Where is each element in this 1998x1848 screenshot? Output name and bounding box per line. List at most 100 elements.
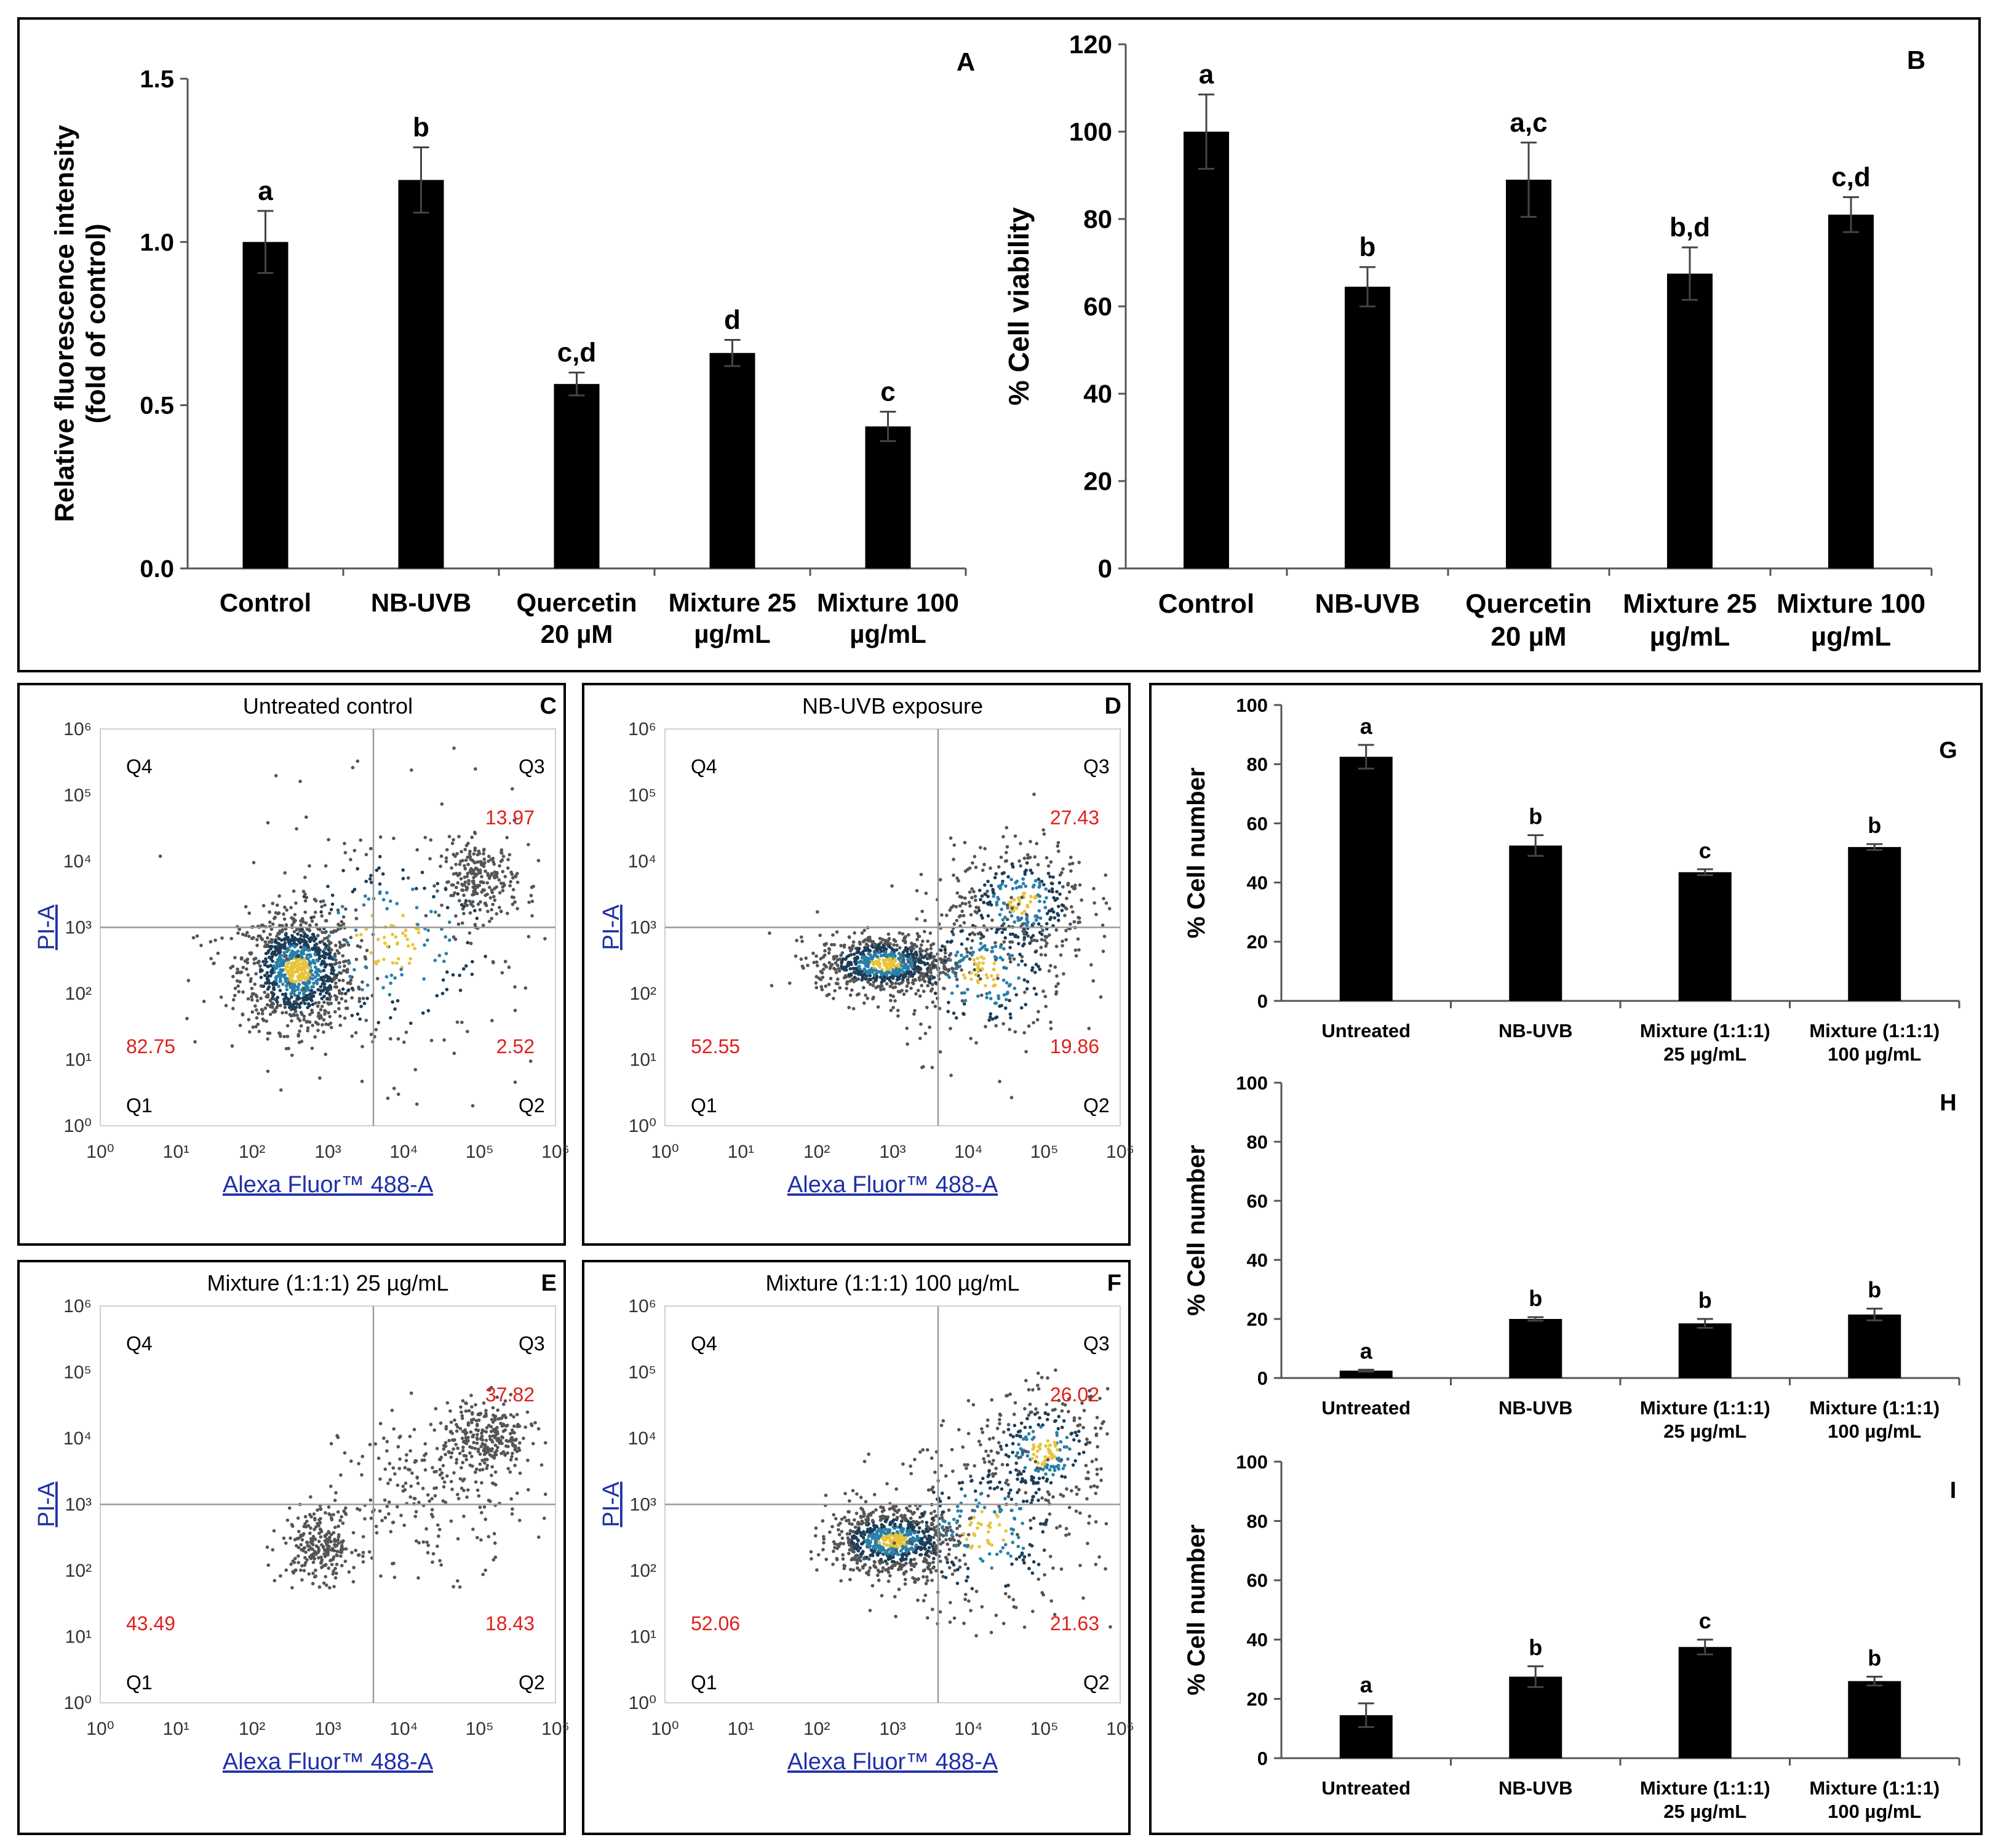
event-dot [236, 984, 240, 988]
event-dot [388, 1478, 392, 1482]
event-dot [1023, 990, 1027, 994]
event-dot [1077, 1488, 1081, 1492]
event-dot [491, 1420, 495, 1424]
event-dot [456, 1537, 460, 1541]
event-dot [970, 887, 974, 891]
event-dot [473, 1470, 477, 1474]
flow-plot-d: 10⁰10⁰10¹10¹10²10²10³10³10⁴10⁴10⁵10⁵10⁶1… [599, 693, 1134, 1198]
y-tick-label: 100 [1236, 695, 1268, 716]
x-tick-label: 10⁵ [1030, 1142, 1059, 1162]
event-dot [974, 1041, 978, 1045]
event-dot [1020, 895, 1024, 899]
event-dot [909, 1523, 913, 1527]
event-dot [852, 1534, 856, 1538]
event-dot [322, 1018, 326, 1022]
event-dot [860, 1521, 864, 1526]
event-dot [340, 1540, 344, 1544]
event-dot [856, 947, 859, 952]
event-dot [973, 894, 977, 898]
event-dot [236, 931, 240, 935]
event-dot [423, 835, 428, 840]
event-dot [997, 994, 1000, 998]
event-dot [290, 995, 293, 999]
event-dot [257, 959, 261, 963]
event-dot [309, 1556, 313, 1561]
quadrant-name: Q3 [519, 755, 545, 778]
event-dot [471, 893, 474, 897]
event-dot [981, 916, 984, 920]
event-dot [963, 869, 968, 873]
event-dot [916, 989, 920, 992]
event-dot [976, 957, 980, 960]
event-dot [327, 939, 330, 943]
event-dot [845, 1532, 850, 1536]
event-dot [485, 1467, 488, 1470]
event-dot [884, 1568, 888, 1572]
event-dot [301, 890, 306, 893]
event-dot [468, 931, 472, 935]
event-dot [402, 1523, 407, 1527]
event-dot [338, 960, 341, 965]
event-dot [966, 1432, 971, 1436]
event-dot [942, 986, 945, 990]
event-dot [1000, 907, 1004, 911]
event-dot [1095, 1416, 1099, 1420]
event-dot [492, 1454, 496, 1457]
event-dot [903, 1533, 907, 1537]
event-dot [1105, 1432, 1109, 1436]
event-dot [482, 857, 487, 861]
event-dot [463, 867, 468, 871]
event-dot [464, 964, 468, 968]
event-dot [887, 937, 891, 941]
event-dot [439, 854, 444, 858]
event-dot [471, 960, 474, 964]
event-dot [343, 842, 346, 845]
event-dot [897, 952, 901, 955]
event-dot [1016, 915, 1020, 920]
event-dot [961, 973, 966, 977]
event-dot [274, 978, 278, 982]
event-dot [1047, 1449, 1051, 1454]
y-tick-label: 10³ [630, 918, 656, 938]
event-dot [337, 1001, 341, 1005]
event-dot [840, 1536, 845, 1540]
event-dot [827, 961, 832, 965]
event-dot [293, 1556, 297, 1561]
event-dot [854, 1553, 859, 1558]
event-dot [493, 1443, 498, 1448]
event-dot [878, 1515, 883, 1519]
event-dot [895, 1530, 899, 1534]
event-dot [266, 995, 270, 999]
event-dot [237, 927, 241, 931]
event-dot [853, 931, 856, 935]
event-dot [329, 964, 333, 968]
event-dot [898, 982, 902, 986]
y-tick-label: 10⁵ [628, 786, 656, 806]
event-dot [839, 1579, 843, 1583]
event-dot [301, 1548, 305, 1553]
event-dot [299, 938, 303, 942]
event-dot [368, 846, 373, 851]
event-dot [298, 991, 301, 995]
event-dot [536, 859, 541, 862]
event-dot [518, 1472, 522, 1475]
event-dot [313, 943, 317, 947]
event-dot [852, 970, 856, 974]
event-dot [955, 876, 959, 880]
bar [1678, 1647, 1732, 1758]
event-dot [260, 1012, 265, 1016]
event-dot [213, 938, 217, 942]
event-dot [474, 1419, 479, 1423]
event-dot [1016, 902, 1021, 906]
event-dot [888, 984, 893, 989]
event-dot [509, 1393, 513, 1396]
event-dot [872, 1526, 877, 1531]
event-dot [1002, 871, 1006, 875]
event-dot [997, 1504, 1001, 1508]
event-dot [277, 964, 282, 968]
event-dot [960, 909, 964, 914]
x-tick-label: 10² [239, 1719, 265, 1739]
event-dot [381, 898, 386, 902]
